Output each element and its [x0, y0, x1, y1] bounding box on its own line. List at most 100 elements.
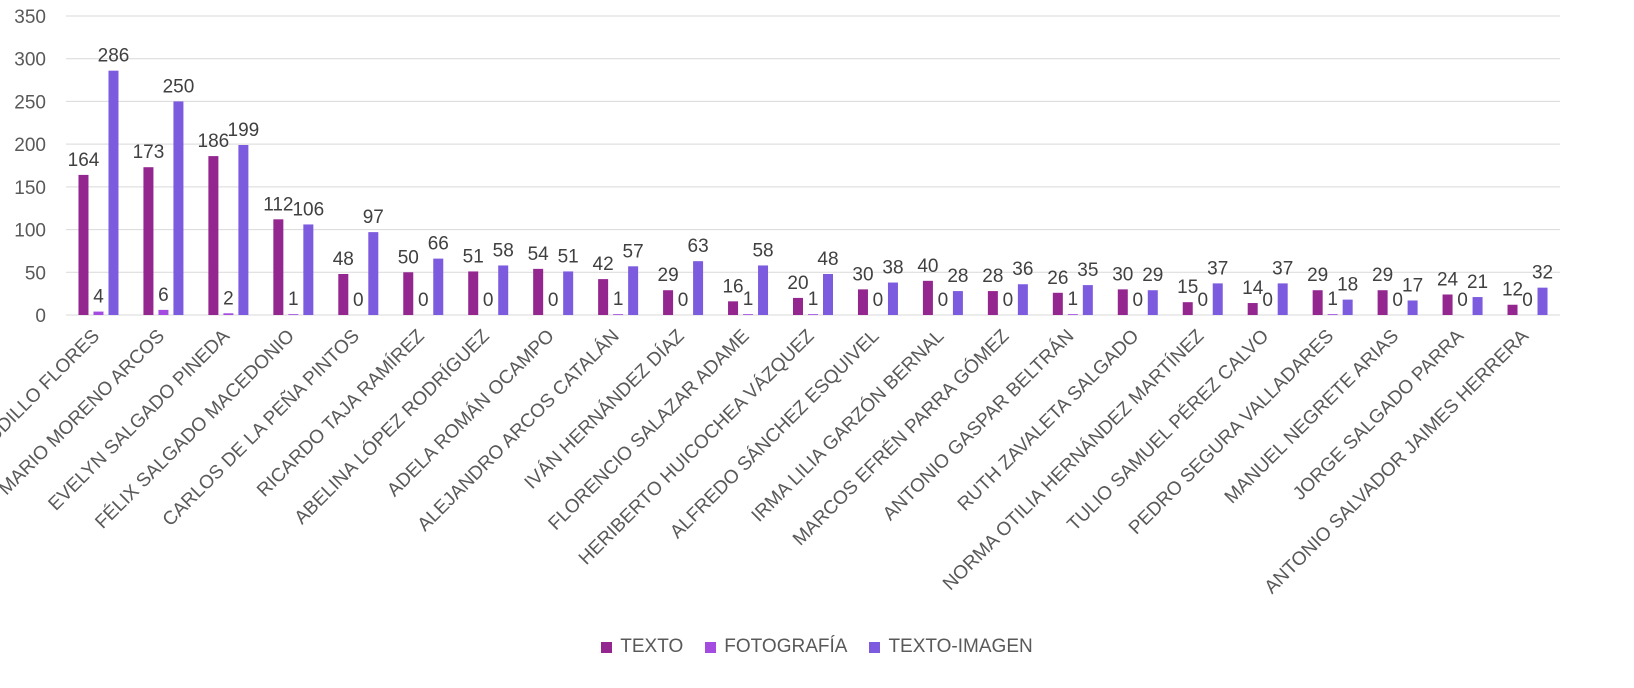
- bar-texto-imagen: [693, 261, 704, 315]
- y-tick-label: 350: [14, 7, 46, 28]
- data-label: 186: [198, 131, 230, 152]
- bar-texto-imagen: [887, 282, 898, 315]
- data-label: 0: [1197, 290, 1208, 311]
- data-label: 30: [1112, 264, 1133, 285]
- data-label: 29: [1372, 265, 1393, 286]
- bar-texto-imagen: [823, 273, 833, 315]
- bar-fotograf-a: [743, 314, 754, 315]
- data-label: 106: [292, 199, 324, 220]
- data-label: 28: [947, 266, 968, 287]
- data-label: 199: [228, 120, 260, 141]
- data-label: 35: [1077, 260, 1098, 281]
- y-tick-label: 250: [14, 92, 46, 113]
- data-label: 24: [1437, 269, 1459, 290]
- legend-swatch: [705, 641, 717, 653]
- bar-texto-imagen: [1212, 283, 1223, 315]
- data-label: 54: [528, 244, 550, 265]
- legend-swatch: [601, 641, 613, 653]
- data-label: 1: [1068, 289, 1079, 310]
- bar-texto-imagen: [368, 232, 379, 315]
- data-label: 14: [1242, 278, 1264, 299]
- bar-texto-imagen: [1147, 290, 1158, 315]
- data-label: 29: [1142, 265, 1163, 286]
- data-label: 16: [722, 276, 743, 297]
- data-label: 29: [658, 265, 679, 286]
- bar-texto-imagen: [628, 266, 639, 315]
- bar-texto: [403, 272, 414, 315]
- bar-texto: [663, 290, 674, 315]
- data-label: 0: [548, 290, 559, 311]
- bar-texto-imagen: [173, 101, 184, 315]
- y-tick-label: 150: [14, 178, 46, 199]
- bar-texto: [598, 279, 609, 315]
- data-label: 26: [1047, 268, 1068, 289]
- bar-texto: [922, 280, 933, 315]
- bar-texto-imagen: [1472, 297, 1483, 315]
- data-label: 38: [882, 258, 903, 279]
- data-label: 57: [623, 241, 644, 262]
- data-label: 4: [93, 287, 104, 308]
- bar-fotograf-a: [158, 309, 169, 315]
- bar-texto-imagen: [498, 265, 509, 315]
- data-label: 50: [398, 247, 419, 268]
- legend-item: TEXTO-IMAGEN: [869, 636, 1033, 658]
- y-tick-label: 50: [25, 263, 46, 284]
- data-label: 0: [353, 290, 364, 311]
- bar-texto: [273, 219, 284, 315]
- data-label: 0: [938, 290, 949, 311]
- data-label: 37: [1272, 258, 1293, 279]
- bar-texto-imagen: [758, 265, 769, 315]
- data-label: 0: [1457, 290, 1468, 311]
- data-label: 1: [613, 289, 624, 310]
- bar-fotograf-a: [223, 313, 234, 315]
- data-label: 40: [917, 256, 938, 277]
- data-label: 0: [873, 290, 884, 311]
- legend: TEXTO FOTOGRAFÍA TEXTO-IMAGEN: [0, 636, 1634, 658]
- data-label: 63: [688, 236, 709, 257]
- bar-texto-imagen: [1342, 299, 1353, 315]
- bar-fotograf-a: [613, 314, 624, 315]
- y-axis: 0 50 100 150 200 250 300 350: [14, 7, 46, 327]
- data-label: 58: [752, 240, 773, 261]
- data-label: 66: [428, 234, 449, 255]
- bar-texto: [1247, 303, 1258, 315]
- legend-label: TEXTO: [620, 636, 684, 657]
- data-label: 21: [1467, 272, 1488, 293]
- bar-texto: [1507, 304, 1518, 315]
- bar-texto-imagen: [1277, 283, 1288, 315]
- data-label: 18: [1337, 275, 1358, 296]
- data-label: 28: [982, 266, 1003, 287]
- y-tick-label: 100: [14, 221, 46, 242]
- data-label: 1: [288, 289, 299, 310]
- bars: [78, 70, 1548, 315]
- data-label: 1: [1327, 289, 1338, 310]
- bar-texto: [143, 167, 154, 315]
- data-label: 173: [133, 142, 165, 163]
- data-label: 1: [743, 289, 754, 310]
- data-label: 0: [1522, 290, 1533, 311]
- data-label: 20: [787, 273, 808, 294]
- data-label: 97: [363, 207, 384, 228]
- bar-fotograf-a: [808, 314, 818, 315]
- data-label: 0: [483, 290, 494, 311]
- data-label: 36: [1012, 259, 1033, 280]
- bar-fotograf-a: [1067, 314, 1078, 315]
- bar-texto-imagen: [238, 144, 249, 315]
- bar-texto: [1117, 289, 1128, 315]
- bar-texto: [1312, 290, 1323, 315]
- bar-texto: [1052, 292, 1063, 315]
- data-label: 29: [1307, 265, 1328, 286]
- bar-texto-imagen: [952, 291, 963, 315]
- bar-texto-imagen: [1407, 300, 1418, 315]
- bar-texto-imagen: [1017, 284, 1028, 315]
- bar-texto: [468, 271, 479, 315]
- data-label: 1: [808, 289, 819, 310]
- data-label: 0: [1392, 290, 1403, 311]
- bar-texto: [857, 289, 868, 315]
- y-tick-label: 0: [35, 306, 46, 327]
- bar-texto-imagen: [303, 224, 314, 315]
- data-label: 250: [163, 76, 195, 97]
- data-label: 0: [1262, 290, 1273, 311]
